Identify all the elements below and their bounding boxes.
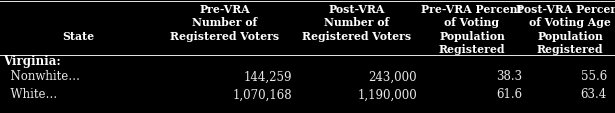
Text: Number of: Number of — [192, 17, 258, 28]
Text: Nonwhite…: Nonwhite… — [3, 70, 80, 83]
Text: Post-VRA Percent: Post-VRA Percent — [517, 4, 615, 14]
Text: Population: Population — [439, 30, 505, 41]
Text: Registered: Registered — [537, 44, 603, 55]
Text: 61.6: 61.6 — [496, 88, 522, 101]
Text: White…: White… — [3, 88, 57, 101]
Text: 1,190,000: 1,190,000 — [357, 88, 417, 101]
Text: 1,070,168: 1,070,168 — [232, 88, 292, 101]
Text: 55.6: 55.6 — [581, 70, 607, 83]
Text: Virginia:: Virginia: — [3, 55, 61, 68]
Text: Population: Population — [537, 30, 603, 41]
Text: of Voting Age: of Voting Age — [529, 17, 611, 28]
Text: Registered Voters: Registered Voters — [303, 30, 411, 41]
Text: Post-VRA: Post-VRA — [329, 4, 385, 14]
Text: Registered: Registered — [438, 44, 506, 55]
Text: Pre-VRA: Pre-VRA — [200, 4, 250, 14]
Text: 243,000: 243,000 — [368, 70, 417, 83]
Text: Number of: Number of — [325, 17, 389, 28]
Text: 63.4: 63.4 — [581, 88, 607, 101]
Text: Pre-VRA Percent: Pre-VRA Percent — [421, 4, 523, 14]
Text: 144,259: 144,259 — [244, 70, 292, 83]
Text: Registered Voters: Registered Voters — [170, 30, 280, 41]
Text: 38.3: 38.3 — [496, 70, 522, 83]
Text: of Voting: of Voting — [445, 17, 499, 28]
Text: State: State — [62, 30, 94, 41]
